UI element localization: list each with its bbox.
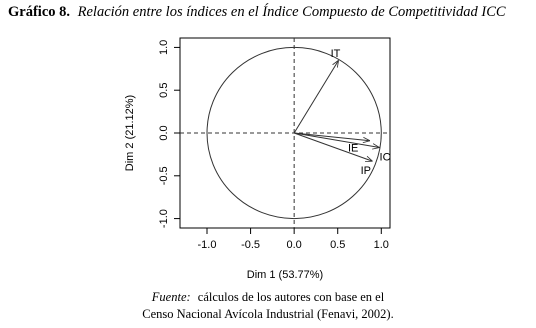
source-text: Censo Nacional Avícola Industrial (Fenav…	[142, 307, 393, 321]
y-tick-label: 0.0	[158, 125, 170, 140]
source-line: Fuente: cálculos de los autores con base…	[151, 290, 385, 304]
vector-label: IT	[331, 48, 341, 60]
x-tick-label: -0.5	[241, 239, 260, 251]
vector-label: IC	[380, 151, 391, 163]
x-tick-label: 0.5	[330, 239, 345, 251]
y-tick-label: 0.5	[158, 83, 170, 98]
x-tick-label: -1.0	[198, 239, 217, 251]
source-label: Fuente:	[151, 290, 191, 304]
y-tick-label: -1.0	[158, 209, 170, 228]
y-tick-label: 1.0	[158, 40, 170, 55]
vector-label: IE	[348, 143, 358, 155]
vector-arrow	[294, 132, 370, 141]
x-tick-label: 0.0	[287, 239, 302, 251]
x-tick-label: 1.0	[374, 239, 389, 251]
vector-label: IP	[361, 165, 371, 177]
vector-arrow	[293, 60, 338, 134]
title-label: Gráfico 8.	[8, 4, 70, 20]
y-axis-label: Dim 2 (21.12%)	[124, 95, 136, 171]
chart-title: Gráfico 8. Relación entre los índices en…	[8, 3, 506, 20]
vector-arrow	[294, 132, 379, 148]
x-axis-label: Dim 1 (53.77%)	[247, 269, 323, 281]
title-text: Relación entre los índices en el Índice …	[77, 3, 506, 20]
source-text: cálculos de los autores con base en el	[198, 290, 385, 304]
vector-arrow	[293, 132, 372, 161]
y-tick-label: -0.5	[158, 166, 170, 185]
